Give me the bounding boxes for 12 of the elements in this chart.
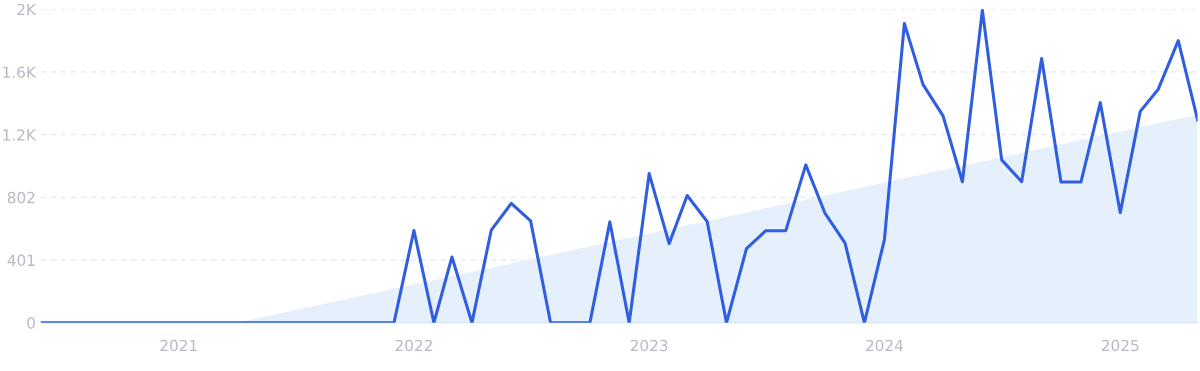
x-tick-label: 2025 <box>1101 339 1139 352</box>
x-tick-label: 2023 <box>630 339 668 352</box>
y-tick-label: 1.2K <box>3 129 37 141</box>
x-tick-label: 2024 <box>866 339 903 352</box>
y-tick-label: 401 <box>7 254 35 267</box>
y-tick-label: 802 <box>7 191 35 204</box>
y-tick-label: 1.6K <box>3 66 37 78</box>
y-tick-label: 0 <box>27 317 35 329</box>
line-series <box>40 9 1198 323</box>
x-tick-label: 2021 <box>160 339 197 352</box>
x-tick-label: 2022 <box>395 339 432 352</box>
y-tick-label: 2K <box>17 3 37 16</box>
